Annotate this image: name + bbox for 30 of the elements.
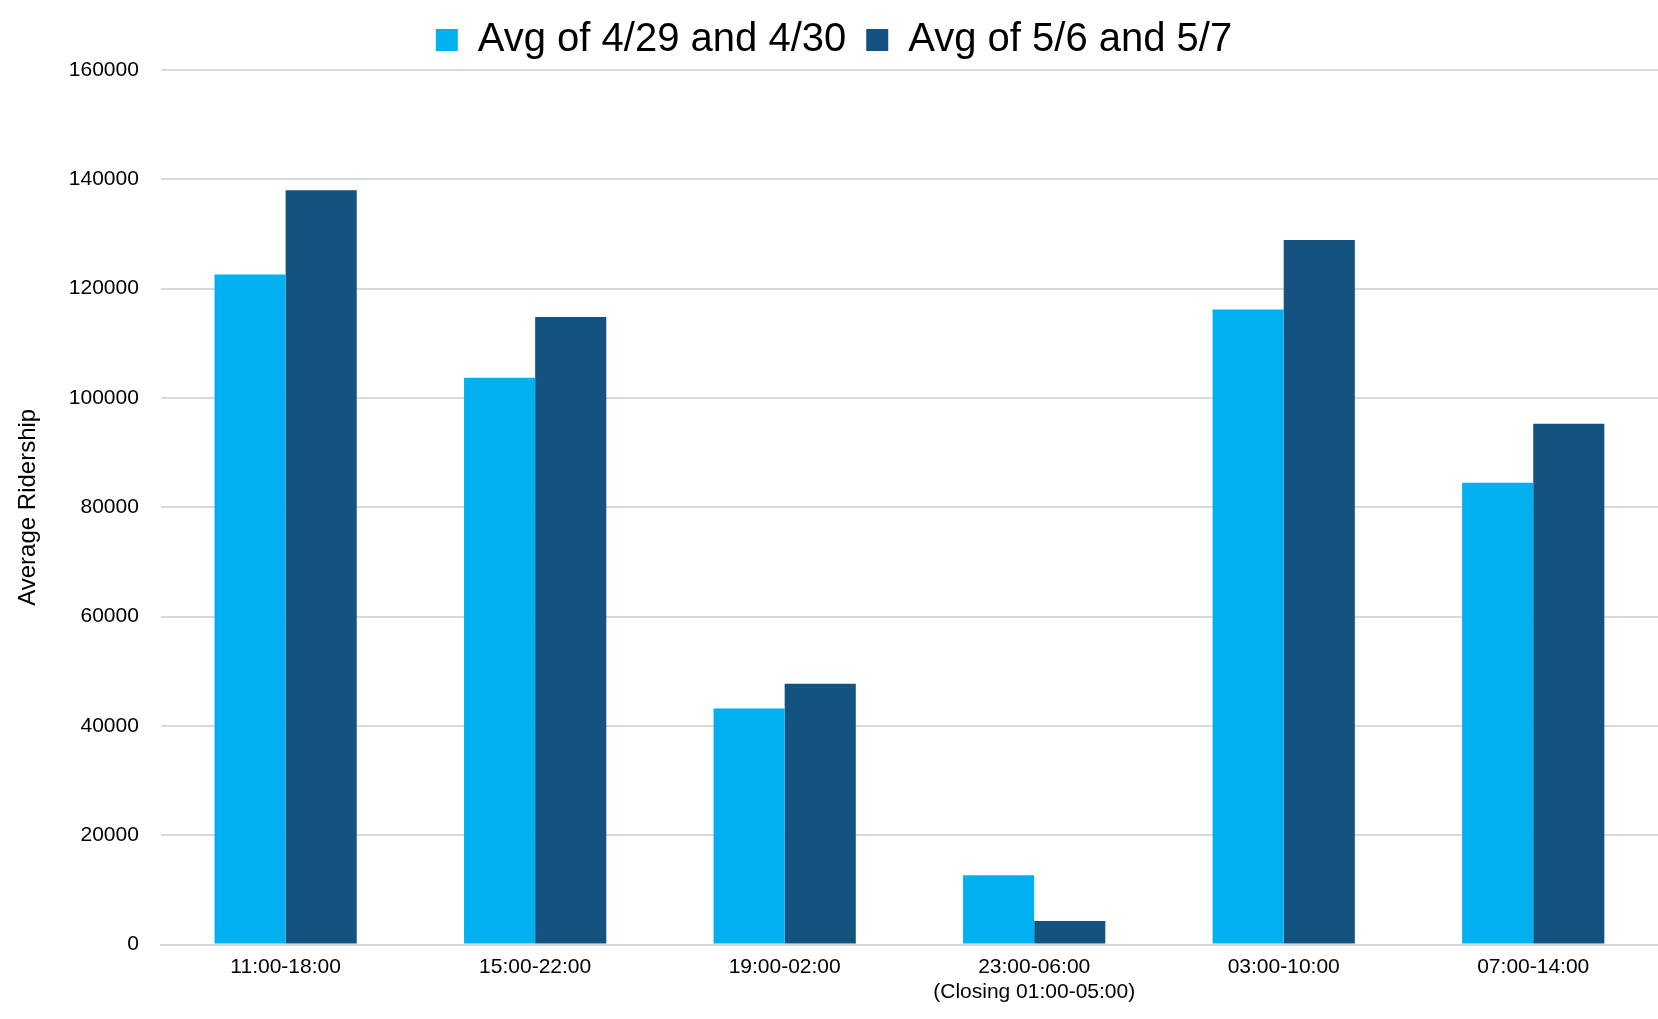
bar (1533, 423, 1605, 944)
bar (1283, 240, 1355, 944)
bar (963, 875, 1035, 944)
bar (214, 274, 286, 944)
bar (535, 317, 607, 944)
bar (285, 190, 357, 944)
bar (784, 683, 856, 944)
legend-label: Avg of 4/29 and 4/30 (477, 15, 847, 60)
y-tick-label: 140000 (68, 166, 139, 190)
bar (464, 377, 536, 944)
y-axis-title: Average Ridership (13, 408, 41, 606)
bar (1462, 482, 1534, 944)
x-tick-label: 03:00-10:00 (1227, 954, 1340, 977)
x-tick-label: 19:00-02:00 (728, 954, 841, 977)
y-tick-label: 120000 (68, 275, 139, 299)
bar (713, 708, 785, 944)
y-tick-label: 60000 (80, 603, 139, 627)
y-tick-label: 20000 (80, 822, 139, 846)
y-tick-label: 40000 (80, 712, 139, 736)
x-tick-label: 07:00-14:00 (1477, 954, 1590, 977)
bar (1212, 309, 1284, 944)
y-tick-label: 160000 (68, 56, 139, 80)
y-tick-label: 100000 (68, 384, 139, 408)
x-tick-label: 23:00-06:00 (Closing 01:00-05:00) (933, 954, 1136, 1003)
x-tick-label: 11:00-18:00 (230, 954, 341, 977)
y-tick-label: 80000 (80, 494, 139, 518)
y-tick-label: 0 (127, 931, 139, 955)
legend-label: Avg of 5/6 and 5/7 (908, 15, 1233, 60)
bar (1034, 921, 1106, 944)
x-tick-label: 15:00-22:00 (479, 954, 592, 977)
